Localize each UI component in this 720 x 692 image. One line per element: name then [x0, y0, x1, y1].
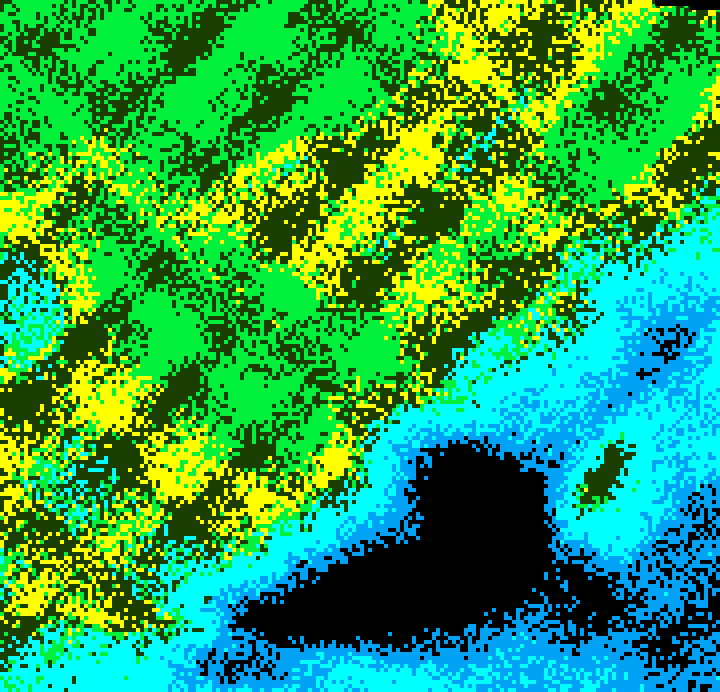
raster-map-viewport[interactable] [0, 0, 720, 692]
classified-raster-canvas[interactable] [0, 0, 720, 692]
